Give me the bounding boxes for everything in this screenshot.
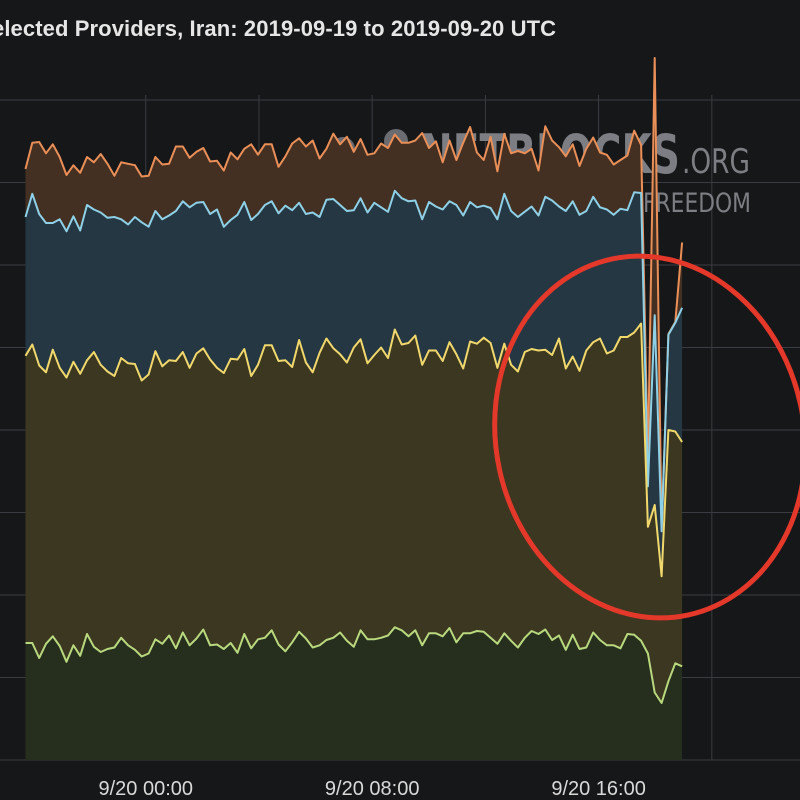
series-area-2 [25,323,683,703]
watermark-tld: .ORG [682,142,750,182]
x-tick-label: 9/20 16:00 [551,778,646,800]
x-tick-label: 9/20 08:00 [325,778,420,800]
x-tick-label: 9/20 00:00 [98,778,193,800]
series-line-1 [25,626,683,704]
series-lines [24,57,684,704]
x-axis: 9/20 00:00 9/20 08:00 9/20 16:00 [98,778,645,800]
series-areas [25,58,683,760]
series-area-3 [25,190,683,577]
highlight-circle [492,253,800,621]
series-line-4 [24,57,684,531]
series-area-4 [25,58,683,532]
series-line-3 [24,189,684,533]
series-area-1 [25,627,683,760]
series-line-2 [24,322,683,578]
chart-title: elected Providers, Iran: 2019-09-19 to 2… [0,16,557,41]
